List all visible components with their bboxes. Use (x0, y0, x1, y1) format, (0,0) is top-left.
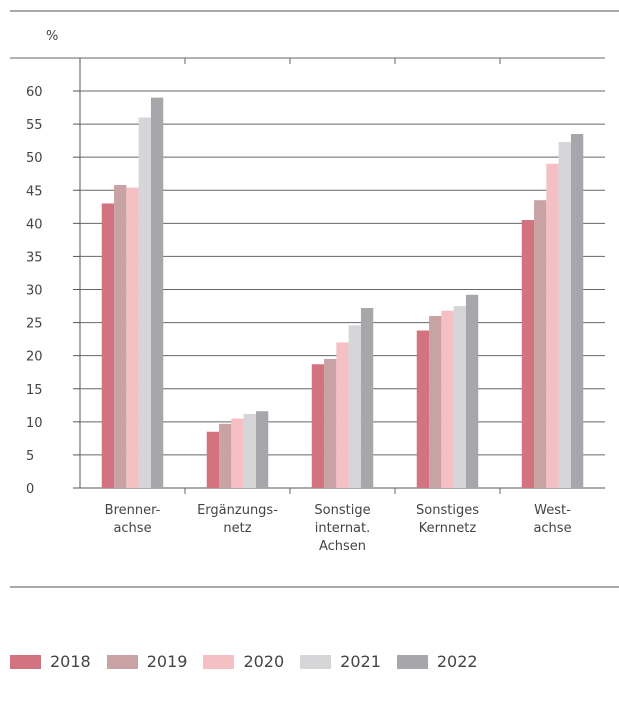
bar-2021-1 (243, 413, 256, 488)
bar-2022-2 (360, 308, 374, 488)
legend: 2018 2019 2020 2021 2022 (10, 652, 494, 671)
legend-swatch (10, 654, 41, 669)
y-tick-label: 55 (26, 118, 43, 133)
bar-2019-4 (534, 200, 547, 489)
bar-2019-3 (429, 315, 442, 488)
y-tick-label: 45 (26, 184, 43, 199)
bar-2021-3 (453, 306, 466, 488)
bar-2022-3 (465, 294, 479, 488)
category-label: internat. (315, 521, 371, 536)
legend-swatch (106, 654, 138, 669)
y-tick-label: 30 (26, 284, 43, 299)
bar-2018-0 (101, 203, 115, 488)
legend-label: 2021 (340, 652, 381, 671)
category-label: achse (113, 521, 151, 536)
bar-2018-4 (521, 220, 535, 488)
y-axis-ticks: 0 5 10 15 20 25 30 35 40 45 50 55 60 (26, 85, 80, 497)
y-tick-label: 25 (26, 317, 43, 332)
legend-swatch (300, 654, 332, 669)
y-tick-label: 40 (26, 217, 43, 232)
legend-label: 2019 (146, 652, 188, 671)
legend-item-2021: 2021 (300, 652, 381, 671)
bars (101, 97, 584, 489)
legend-label: 2018 (50, 652, 91, 671)
y-tick-label: 0 (26, 482, 34, 497)
bar-2018-2 (311, 364, 325, 488)
category-label: achse (533, 521, 571, 536)
legend-item-2020: 2020 (203, 652, 284, 671)
category-label: Brenner- (105, 503, 161, 518)
category-label: Achsen (319, 539, 366, 554)
category-label: Ergänzungs- (197, 503, 278, 518)
category-label: Sonstiges (416, 503, 479, 518)
bar-2018-3 (416, 330, 430, 488)
bar-2022-1 (255, 411, 269, 488)
x-axis-categories: Brenner-achse Ergänzungs-netz Sonstige inte… (105, 503, 572, 554)
legend-item-2019: 2019 (106, 652, 188, 671)
legend-swatch (203, 654, 235, 669)
bar-2020-3 (441, 310, 454, 488)
y-axis-unit-label: % (46, 29, 58, 44)
y-tick-label: 15 (26, 383, 43, 398)
category-label: Sonstige (314, 503, 370, 518)
legend-item-2022: 2022 (396, 652, 478, 671)
bar-2021-2 (348, 325, 361, 488)
legend-label: 2020 (243, 652, 285, 671)
bar-2020-1 (231, 418, 244, 488)
bar-2020-0 (126, 187, 139, 488)
category-label: West- (534, 503, 571, 518)
category-label: Kernnetz (419, 521, 477, 536)
bar-2022-0 (150, 97, 164, 488)
y-tick-label: 50 (26, 151, 43, 166)
bar-2020-4 (546, 163, 559, 489)
bar-2021-0 (138, 117, 151, 488)
bar-2019-0 (114, 184, 127, 488)
bar-2019-2 (324, 358, 337, 488)
bar-chart: 0 5 10 15 20 25 30 35 40 45 50 55 60 Brenner-achse Er… (10, 10, 619, 588)
y-tick-label: 20 (26, 350, 43, 365)
bar-2021-4 (558, 141, 571, 488)
y-tick-label: 5 (26, 449, 34, 464)
legend-label: 2022 (436, 652, 478, 671)
y-tick-label: 10 (26, 416, 43, 431)
legend-swatch (396, 654, 428, 669)
legend-item-2018: 2018 (10, 652, 91, 671)
bar-2018-1 (206, 431, 220, 488)
y-tick-label: 35 (26, 250, 43, 265)
bar-2019-1 (219, 423, 232, 488)
chart-frame (10, 10, 619, 588)
bar-2022-4 (570, 134, 584, 488)
y-tick-label: 60 (26, 85, 43, 100)
category-label: netz (223, 521, 251, 536)
bar-2020-2 (336, 342, 349, 488)
